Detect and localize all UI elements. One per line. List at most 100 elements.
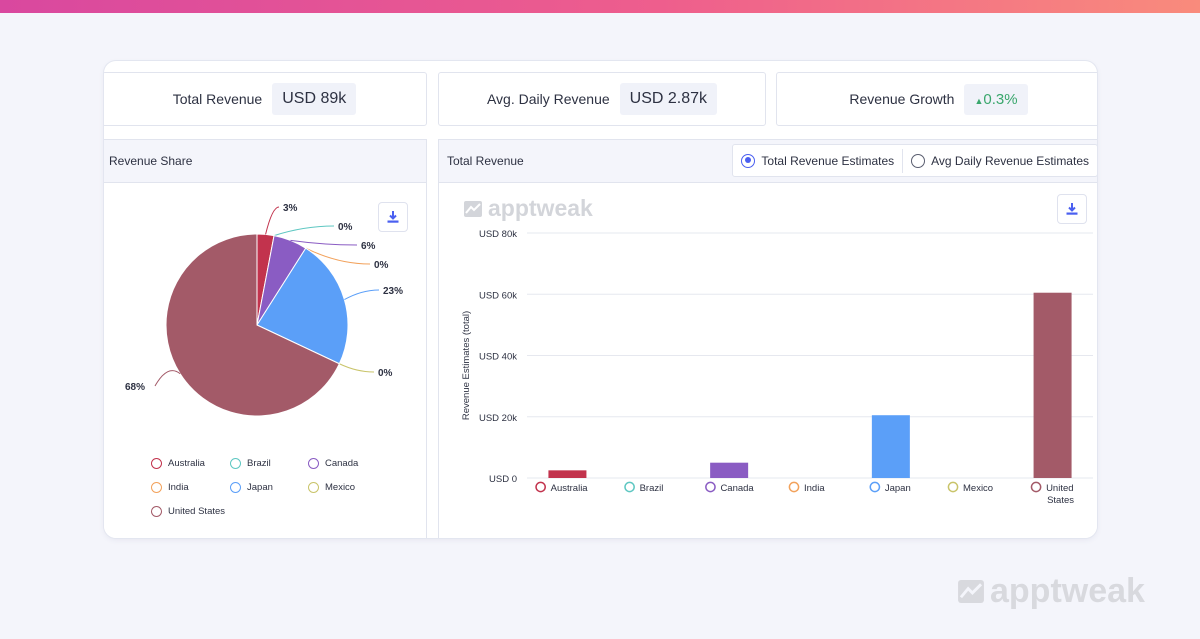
download-icon bbox=[387, 211, 399, 223]
y-tick-label: USD 0 bbox=[489, 474, 517, 485]
legend-marker-icon bbox=[1030, 481, 1042, 493]
revenue-mode-toggle: Total Revenue Estimates Avg Daily Revenu… bbox=[732, 144, 1097, 177]
legend-label: United States bbox=[168, 506, 226, 517]
legend-label: India bbox=[168, 482, 189, 493]
legend-item-united-states[interactable]: United States bbox=[151, 506, 225, 517]
kpi-revenue-growth: Revenue Growth ▲0.3% bbox=[776, 72, 1097, 126]
bar-japan[interactable] bbox=[871, 415, 910, 478]
legend-item-mexico[interactable]: Mexico bbox=[308, 482, 355, 493]
revenue-share-pie-chart: 3% 0% 6% 0% 23% 0% 68% bbox=[125, 203, 403, 417]
dashboard-panel: Total Revenue USD 89k Avg. Daily Revenue… bbox=[104, 61, 1097, 538]
y-tick-label: USD 20k bbox=[479, 413, 517, 424]
x-tick-australia[interactable]: Australia bbox=[535, 481, 589, 494]
bar-australia[interactable] bbox=[548, 470, 587, 478]
legend-label: Australia bbox=[168, 458, 205, 469]
legend-marker-icon bbox=[230, 482, 241, 493]
x-tick-label: Australia bbox=[551, 483, 589, 494]
watermark-text: apptweak bbox=[488, 195, 593, 221]
legend-marker-icon bbox=[705, 481, 716, 493]
legend-item-japan[interactable]: Japan bbox=[230, 482, 273, 493]
pie-data-label: 68% bbox=[125, 382, 145, 393]
card-header: Revenue Share bbox=[104, 140, 426, 183]
download-button[interactable] bbox=[378, 202, 408, 232]
kpi-total-revenue: Total Revenue USD 89k bbox=[104, 72, 427, 126]
x-tick-brazil[interactable]: Brazil bbox=[624, 481, 664, 494]
pie-connector-canada bbox=[290, 239, 358, 246]
revenue-share-card: Revenue Share 3% 0% 6% 0% 23% 0% 68% Australia… bbox=[104, 139, 427, 538]
x-tick-canada[interactable]: Canada bbox=[705, 481, 755, 494]
kpi-value: USD 2.87k bbox=[619, 83, 718, 115]
pie-connector-australia bbox=[265, 206, 280, 235]
page-watermark: apptweak bbox=[958, 572, 1145, 611]
pie-data-label: 0% bbox=[378, 368, 393, 379]
legend-marker-icon bbox=[151, 458, 162, 469]
download-button[interactable] bbox=[1057, 194, 1087, 224]
legend-item-canada[interactable]: Canada bbox=[308, 458, 358, 469]
chart-watermark: apptweak bbox=[464, 195, 593, 222]
download-icon bbox=[1066, 203, 1078, 215]
legend-marker-icon bbox=[788, 481, 800, 493]
kpi-label: Avg. Daily Revenue bbox=[486, 91, 610, 107]
y-axis-label: Revenue Estimates (total) bbox=[461, 311, 472, 420]
apptweak-logo-icon bbox=[958, 580, 984, 603]
x-tick-label: India bbox=[804, 483, 825, 494]
card-title: Revenue Share bbox=[109, 154, 193, 168]
pie-connector-brazil bbox=[273, 225, 335, 237]
legend-label: Brazil bbox=[247, 458, 271, 469]
legend-marker-icon bbox=[151, 482, 162, 493]
legend-marker-icon bbox=[624, 481, 635, 493]
divider bbox=[902, 148, 904, 173]
card-header: Total Revenue Total Revenue Estimates Av… bbox=[439, 140, 1097, 183]
toggle-label: Total Revenue Estimates bbox=[761, 153, 895, 168]
kpi-label: Total Revenue bbox=[172, 91, 263, 107]
legend-marker-icon bbox=[535, 481, 546, 493]
legend-marker-icon bbox=[308, 482, 319, 493]
pie-connector-mexico bbox=[339, 363, 375, 373]
legend-label: Japan bbox=[247, 482, 273, 493]
legend-item-australia[interactable]: Australia bbox=[151, 458, 205, 469]
legend-label: Canada bbox=[325, 458, 359, 469]
pie-data-label: 23% bbox=[383, 286, 403, 297]
total-revenue-card: Total Revenue Total Revenue Estimates Av… bbox=[438, 139, 1097, 538]
kpi-value: USD 89k bbox=[272, 83, 357, 115]
x-tick-label: Mexico bbox=[963, 483, 993, 494]
radio-unselected-icon[interactable] bbox=[911, 153, 926, 168]
x-tick-india[interactable]: India bbox=[788, 481, 825, 494]
apptweak-logo-icon bbox=[464, 200, 482, 217]
x-tick-label: Brazil bbox=[640, 483, 664, 494]
y-tick-label: USD 60k bbox=[479, 290, 517, 301]
total-revenue-bar-chart: USD 0 USD 20k USD 40k USD 60k USD 80k Revenue… bbox=[461, 229, 1093, 506]
bar-canada[interactable] bbox=[710, 462, 749, 478]
y-tick-label: USD 80k bbox=[479, 229, 517, 240]
legend-marker-icon bbox=[308, 458, 319, 469]
toggle-option-avg[interactable]: Avg Daily Revenue Estimates bbox=[903, 145, 1097, 176]
legend-marker-icon bbox=[869, 481, 881, 493]
legend-label: Mexico bbox=[325, 482, 356, 493]
y-tick-label: USD 40k bbox=[479, 352, 517, 363]
x-tick-mexico[interactable]: Mexico bbox=[947, 481, 993, 494]
x-tick-label: United bbox=[1046, 483, 1073, 494]
pie-connector-united-states bbox=[154, 370, 181, 387]
pie-data-label: 3% bbox=[283, 203, 298, 214]
legend-marker-icon bbox=[230, 458, 241, 469]
kpi-avg-daily-revenue: Avg. Daily Revenue USD 2.87k bbox=[438, 72, 766, 126]
pie-slice-japan[interactable] bbox=[256, 247, 349, 365]
toggle-label: Avg Daily Revenue Estimates bbox=[931, 153, 1089, 168]
triangle-up-icon: ▲ bbox=[974, 95, 984, 106]
x-tick-label: States bbox=[1047, 495, 1074, 506]
legend-item-brazil[interactable]: Brazil bbox=[230, 458, 271, 469]
pie-data-label: 6% bbox=[361, 241, 376, 252]
pie-connector-japan bbox=[344, 289, 380, 301]
radio-selected-icon[interactable] bbox=[741, 153, 756, 168]
kpi-value: ▲0.3% bbox=[964, 83, 1028, 115]
bar-united-states[interactable] bbox=[1033, 292, 1072, 478]
pie-slice-united-states[interactable] bbox=[165, 233, 341, 417]
legend-marker-icon bbox=[151, 506, 162, 517]
card-title: Total Revenue bbox=[447, 154, 524, 168]
toggle-option-total[interactable]: Total Revenue Estimates bbox=[733, 145, 902, 176]
x-tick-japan[interactable]: Japan bbox=[869, 481, 911, 494]
kpi-label: Revenue Growth bbox=[849, 91, 955, 107]
legend-item-india[interactable]: India bbox=[151, 482, 189, 493]
x-tick-label: Canada bbox=[720, 483, 754, 494]
